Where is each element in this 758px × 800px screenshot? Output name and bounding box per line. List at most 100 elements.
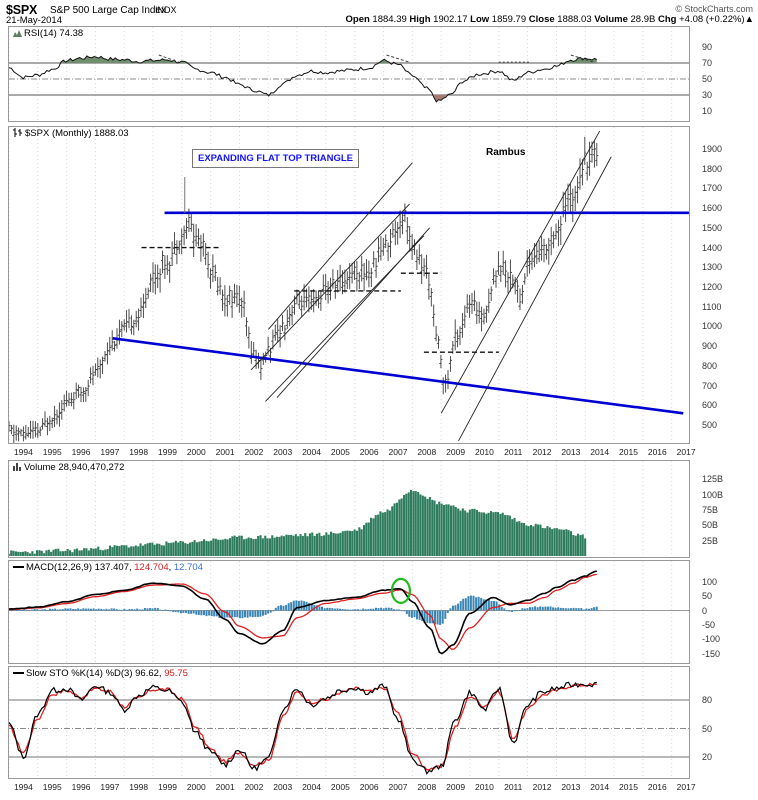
y-tick-label: 100: [702, 576, 718, 587]
stochastic-y-axis: 80 50 20: [696, 666, 754, 779]
x-tick-label: 2015: [619, 447, 638, 457]
open-value: 1884.39: [372, 14, 407, 25]
x-tick-label: 2000: [186, 782, 206, 792]
x-tick-label: 1997: [100, 782, 120, 792]
y-tick-label: 50: [702, 591, 713, 602]
rsi-y-axis: 90 70 50 30 10: [696, 26, 754, 122]
stochastic-x-axis: 1994 1995 1996 1997 1998 1999 2000 2001 2002 2003…: [8, 781, 696, 795]
price-x-axis: 1994 1995 1996 1997 1998 1999 2000 2001 2002 2003…: [8, 446, 696, 460]
x-tick-label: 2010: [474, 447, 494, 457]
x-tick-label: 1996: [71, 782, 91, 792]
price-period: (Monthly): [51, 128, 92, 139]
stockcharts-brand: © StockCharts.com: [675, 4, 753, 14]
x-tick-label: 2009: [446, 782, 466, 792]
x-tick-label: 1994: [13, 447, 33, 457]
y-tick-label: 1500: [702, 222, 723, 233]
y-tick-label: 1600: [702, 203, 723, 214]
x-tick-label: 1995: [42, 447, 62, 457]
author-name: Rambus: [486, 147, 526, 158]
x-tick-label: 2003: [273, 782, 293, 792]
price-symbol: $SPX: [25, 128, 50, 139]
volume-bars-icon: [13, 463, 22, 471]
price-plot: [9, 127, 689, 443]
macd-histogram-value: 12.704: [173, 562, 203, 573]
quote-bar: Open 1884.39 High 1902.17 Low 1859.79 Cl…: [346, 14, 755, 25]
x-tick-label: 1999: [158, 447, 177, 457]
x-tick-label: 2013: [561, 447, 581, 457]
y-tick-label: 70: [702, 58, 713, 68]
y-tick-label: 25B: [702, 535, 719, 546]
macd-y-axis: 100 50 0 -50 -100 -150: [696, 560, 754, 664]
chart-header: $SPX S&P 500 Large Cap Index INDX © Stoc…: [0, 0, 758, 26]
y-tick-label: 1400: [702, 242, 723, 253]
author-annotation: Rambus: [486, 147, 525, 158]
rsi-indicator-icon: [13, 29, 22, 37]
x-tick-label: 1994: [13, 782, 33, 792]
y-tick-label: -50: [702, 619, 716, 630]
x-tick-label: 2007: [388, 782, 408, 792]
x-tick-label: 1997: [100, 447, 120, 457]
open-label: Open: [345, 14, 370, 25]
y-tick-label: 1000: [702, 321, 723, 332]
x-tick-label: 2010: [474, 782, 494, 792]
y-tick-label: 50B: [702, 520, 719, 531]
symbol-description: S&P 500 Large Cap Index: [50, 5, 167, 16]
y-tick-label: 1300: [702, 262, 723, 273]
x-tick-label: 2004: [302, 782, 321, 792]
close-label: Close: [528, 14, 555, 25]
x-tick-label: 1996: [71, 447, 91, 457]
y-tick-label: 50: [702, 74, 713, 84]
pattern-callout-text: EXPANDING FLAT TOP TRIANGLE: [198, 153, 353, 164]
x-tick-label: 2008: [417, 782, 437, 792]
y-tick-label: -100: [702, 634, 721, 645]
rsi-indicator-name: RSI(14): [24, 28, 57, 39]
macd-signal-value: 124.704: [134, 562, 169, 573]
x-tick-label: 2016: [647, 782, 667, 792]
stochastic-line-icon: [13, 669, 24, 677]
low-value: 1859.79: [491, 14, 527, 25]
price-y-axis: 1900 1800 1700 1600 1500 1400 1300 1200 1100 1000…: [696, 126, 754, 444]
x-tick-label: 2005: [330, 447, 350, 457]
symbol-exchange: INDX: [155, 5, 177, 15]
stochastic-k-label: %K(14): [71, 668, 103, 679]
volume-value: 28.9B: [630, 14, 656, 25]
x-tick-label: 2009: [446, 447, 466, 457]
y-tick-label: 1200: [702, 282, 723, 292]
macd-title: MACD(12,26,9) 137.407, 124.704, 12.704: [12, 562, 204, 573]
price-title: $SPX (Monthly) 1888.03: [12, 128, 130, 139]
stochastic-plot: [9, 667, 689, 778]
high-label: High: [409, 14, 431, 25]
x-tick-label: 2011: [504, 447, 523, 457]
stochastic-indicator-name: Slow STO: [26, 668, 69, 679]
y-tick-label: 0: [702, 605, 708, 616]
stochastic-d-value: 95.75: [164, 668, 188, 679]
y-tick-label: 800: [702, 360, 718, 371]
x-tick-label: 2016: [647, 447, 667, 457]
x-tick-label: 1998: [129, 447, 149, 457]
stochastic-k-value: 96.62: [135, 668, 159, 679]
price-last-value: 1888.03: [94, 128, 129, 139]
volume-plot: [9, 461, 689, 557]
y-tick-label: 10: [702, 106, 713, 116]
price-panel: $SPX (Monthly) 1888.03 EXPANDING FLAT TO…: [8, 126, 690, 444]
change-value: +4.08 (+0.22%): [679, 14, 745, 25]
x-tick-label: 1998: [129, 782, 149, 792]
x-tick-label: 2012: [532, 782, 552, 792]
stochastic-d-label: %D(3): [105, 668, 133, 679]
pattern-callout-label: EXPANDING FLAT TOP TRIANGLE: [192, 149, 359, 168]
stochastic-title: Slow STO %K(14) %D(3) 96.62, 95.75: [12, 668, 189, 679]
x-tick-label: 2007: [388, 447, 408, 457]
y-tick-label: 90: [702, 42, 713, 52]
x-tick-label: 2006: [359, 447, 379, 457]
quote-date: 21-May-2014: [6, 15, 62, 26]
y-tick-label: 1900: [702, 143, 723, 154]
y-tick-label: 80: [702, 695, 713, 705]
x-tick-label: 2013: [561, 782, 581, 792]
rsi-panel: RSI(14) 74.38: [8, 26, 690, 122]
y-tick-label: 700: [702, 380, 718, 391]
x-tick-label: 2001: [215, 447, 235, 457]
symbol-ticker: $SPX: [6, 3, 38, 17]
close-value: 1888.03: [557, 14, 592, 25]
volume-y-axis: 125B 100B 75B 50B 25B: [696, 460, 754, 558]
y-tick-label: 125B: [702, 474, 724, 485]
